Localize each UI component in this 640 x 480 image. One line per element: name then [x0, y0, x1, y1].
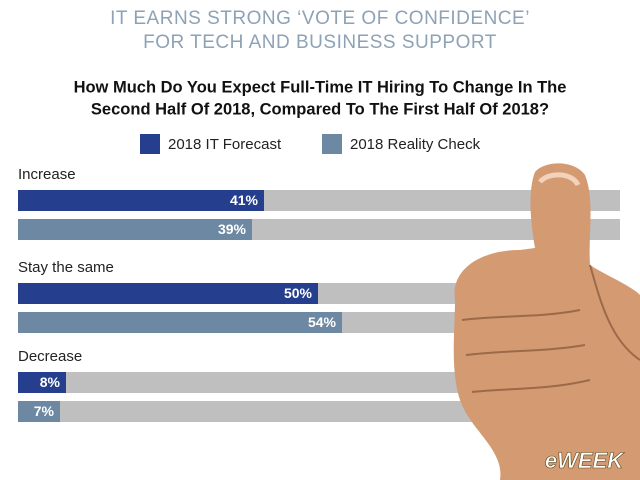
- thumbnail: [538, 172, 581, 187]
- plot-area: 2018 IT Forecast 2018 Reality Check Increa…: [18, 134, 620, 422]
- chart-subtitle: Second Half Of 2018, Compared To The Fir…: [91, 100, 549, 118]
- bar: [18, 190, 264, 211]
- value-label: 54%: [308, 314, 337, 330]
- chart-title: IT EARNS STRONG ‘VOTE OF CONFIDENCE’: [110, 8, 530, 29]
- legend-swatch: [140, 134, 160, 154]
- thumb-illustration: [453, 163, 640, 480]
- category-label: Decrease: [18, 348, 82, 365]
- category-label: Stay the same: [18, 259, 114, 276]
- bar: [18, 219, 252, 240]
- value-label: 8%: [40, 374, 61, 390]
- knuckles: [461, 309, 591, 393]
- value-label: 39%: [218, 221, 247, 237]
- bar: [18, 372, 66, 393]
- value-label: 41%: [230, 192, 259, 208]
- value-label: 7%: [34, 403, 55, 419]
- bar: [18, 283, 318, 304]
- thumb: [453, 163, 640, 480]
- chart-subtitle: How Much Do You Expect Full-Time IT Hiri…: [74, 78, 567, 96]
- logo: eWEEK: [545, 448, 625, 473]
- value-label: 50%: [284, 285, 313, 301]
- chart-title: FOR TECH AND BUSINESS SUPPORT: [143, 32, 497, 53]
- bar: [18, 401, 60, 422]
- category-label: Increase: [18, 166, 76, 183]
- bar: [18, 312, 342, 333]
- thumb-crease: [589, 264, 640, 361]
- legend-swatch: [322, 134, 342, 154]
- legend-label: 2018 Reality Check: [350, 136, 481, 153]
- legend-label: 2018 IT Forecast: [168, 136, 282, 153]
